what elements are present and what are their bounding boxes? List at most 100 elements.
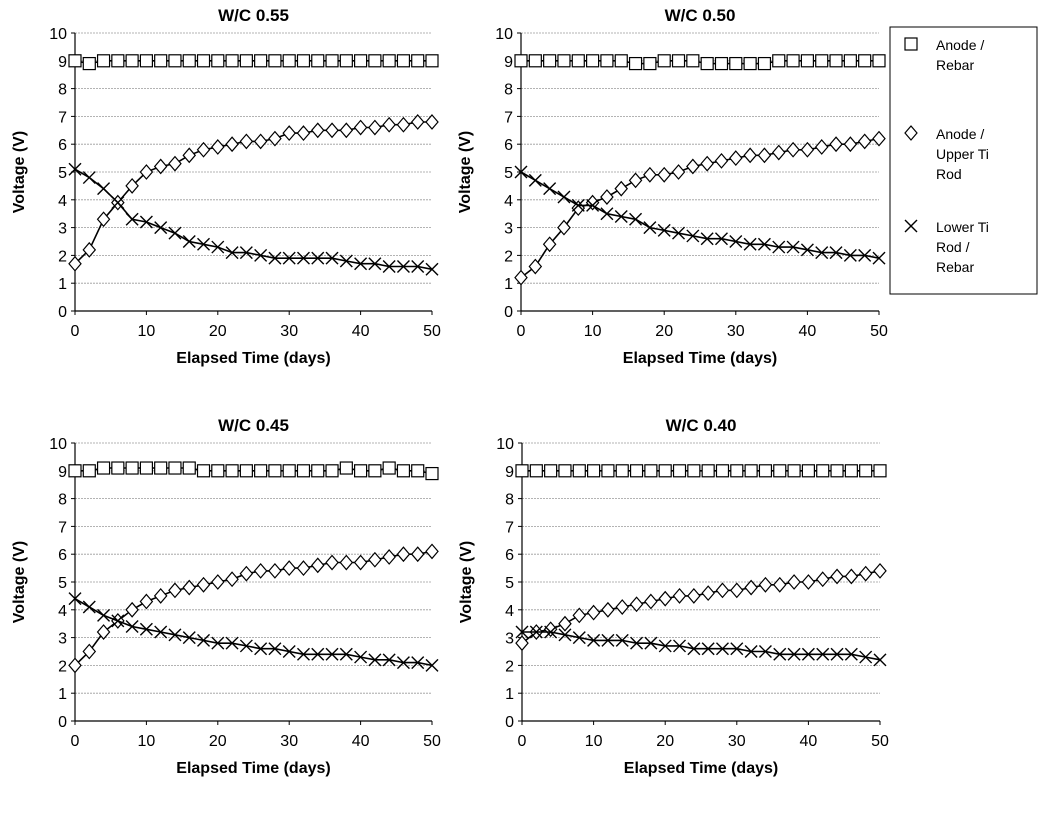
- data-point-square: [672, 464, 687, 478]
- data-point-cross-stroke: [396, 656, 410, 670]
- chart-title: W/C 0.45: [218, 416, 289, 435]
- data-point-cross: [800, 243, 814, 257]
- data-point-cross-stroke: [543, 182, 557, 196]
- data-point-cross-stroke: [168, 628, 182, 642]
- data-point-diamond: [325, 554, 339, 571]
- data-point-cross: [111, 614, 125, 628]
- data-point-cross: [354, 257, 368, 271]
- data-point-diamond: [410, 114, 425, 130]
- data-point-cross: [757, 237, 771, 251]
- y-tick-label: 9: [58, 54, 67, 71]
- data-point-cross-stroke: [82, 171, 96, 185]
- data-point-square: [744, 464, 758, 478]
- data-point-square: [196, 464, 211, 478]
- data-point-cross-stroke: [514, 165, 528, 179]
- y-tick-label: 8: [58, 82, 67, 99]
- data-point-diamond: [758, 576, 773, 593]
- data-point-cross: [97, 182, 111, 196]
- data-point-square: [154, 461, 168, 475]
- data-point-cross-stroke: [282, 251, 296, 265]
- series-cross: [68, 162, 439, 276]
- data-point-cross: [729, 235, 743, 248]
- data-point-cross-stroke: [515, 625, 529, 639]
- data-point-diamond: [829, 136, 843, 153]
- data-point-cross-stroke: [744, 645, 758, 658]
- data-point-cross: [615, 633, 629, 647]
- data-point-square: [425, 466, 439, 481]
- data-point-cross: [425, 262, 439, 276]
- legend-marker-cross-stroke: [904, 219, 918, 233]
- data-point-diamond: [872, 130, 886, 147]
- data-point-cross-stroke: [154, 625, 168, 639]
- data-point-cross-stroke: [111, 614, 125, 628]
- data-point-cross: [125, 212, 139, 226]
- data-point-square: [829, 54, 843, 68]
- x-tick-label: 20: [656, 733, 674, 750]
- chart-title: W/C 0.55: [218, 6, 289, 25]
- data-point-cross: [396, 260, 410, 274]
- x-tick-label: 40: [799, 323, 817, 340]
- data-point-cross-stroke: [282, 645, 296, 658]
- chart-panel: 0 1 2 3 4 5 6 7 8 9 10 0 10 20 30 40 50 W/C 0.45 Elapsed T…: [11, 416, 441, 777]
- data-point-cross: [154, 221, 168, 235]
- data-point-diamond: [786, 141, 800, 158]
- data-point-cross: [325, 647, 339, 661]
- y-tick-label: 4: [504, 193, 513, 210]
- legend-marker-square: [904, 37, 918, 51]
- y-axis-label: Voltage (V): [11, 131, 28, 213]
- data-point-square: [515, 464, 529, 478]
- data-point-cross: [211, 636, 225, 650]
- y-tick-label: 10: [495, 26, 513, 43]
- data-point-cross: [744, 645, 758, 658]
- series-square: [68, 461, 439, 481]
- y-tick-label: 4: [58, 193, 67, 210]
- data-point-cross: [587, 633, 601, 647]
- data-point-diamond: [814, 139, 829, 155]
- data-point-cross-stroke: [311, 647, 325, 661]
- data-point-cross-stroke: [154, 221, 168, 235]
- chart-panel: 0 1 2 3 4 5 6 7 8 9 10 0 10 20 30 40 50 W/C 0.40 Elapsed T…: [458, 416, 889, 777]
- x-tick-label: 30: [727, 323, 745, 340]
- data-point-cross: [815, 246, 829, 260]
- trend-line-diamond: [74, 121, 432, 265]
- data-point-cross-stroke: [68, 162, 82, 176]
- data-point-cross: [411, 656, 425, 670]
- x-tick-label: 0: [517, 323, 526, 340]
- data-point-diamond: [310, 122, 325, 139]
- data-point-cross: [182, 235, 196, 248]
- data-point-diamond: [858, 565, 873, 582]
- y-tick-label: 1: [505, 686, 514, 703]
- data-point-cross-stroke: [239, 639, 253, 653]
- data-point-cross-stroke: [225, 246, 239, 260]
- data-point-square: [411, 54, 425, 68]
- data-point-cross: [787, 647, 801, 661]
- data-point-diamond: [125, 177, 139, 194]
- data-point-cross-stroke: [339, 647, 353, 661]
- data-point-square: [686, 54, 700, 68]
- data-point-diamond: [857, 133, 872, 150]
- data-point-cross: [239, 246, 253, 260]
- data-point-square: [628, 56, 643, 71]
- data-point-diamond: [325, 122, 339, 139]
- data-point-diamond: [787, 574, 801, 590]
- legend-label: Rod /: [936, 239, 970, 255]
- y-tick-label: 0: [505, 714, 514, 731]
- data-point-cross: [339, 254, 353, 268]
- series-square: [515, 464, 887, 478]
- y-tick-label: 9: [58, 464, 67, 481]
- data-point-cross-stroke: [254, 642, 268, 656]
- data-point-cross-stroke: [714, 232, 728, 246]
- data-point-cross: [225, 636, 239, 650]
- data-point-cross: [225, 246, 239, 260]
- data-point-cross: [629, 212, 643, 226]
- data-point-diamond: [542, 236, 557, 253]
- data-point-diamond: [296, 125, 311, 142]
- data-point-diamond: [730, 582, 744, 599]
- data-point-cross: [254, 248, 268, 262]
- y-tick-label: 2: [505, 658, 514, 675]
- data-point-square: [196, 54, 211, 68]
- chart-title: W/C 0.40: [666, 416, 737, 435]
- data-point-cross: [68, 592, 82, 606]
- data-point-diamond: [339, 122, 354, 139]
- data-point-cross: [197, 633, 211, 647]
